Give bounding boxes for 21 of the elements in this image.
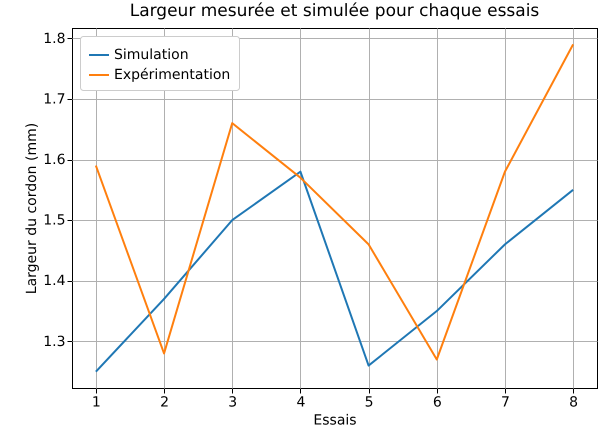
y-tick-label: 1.7 bbox=[43, 91, 66, 108]
legend-label: Simulation bbox=[114, 47, 189, 63]
legend-label: Expérimentation bbox=[114, 67, 230, 83]
y-axis-title: Largeur du cordon (mm) bbox=[24, 122, 40, 294]
x-tick-label: 2 bbox=[160, 394, 170, 410]
y-tick-label: 1.3 bbox=[43, 334, 66, 350]
y-tick-label: 1.5 bbox=[43, 212, 66, 229]
line-series bbox=[94, 170, 574, 373]
x-tick-label: 8 bbox=[569, 394, 578, 410]
y-tick-label: 1.4 bbox=[43, 273, 66, 290]
chart-title: Largeur mesurée et simulée pour chaque essais bbox=[130, 1, 540, 21]
x-tick-label: 1 bbox=[92, 394, 101, 410]
y-tick-label: 1.8 bbox=[43, 30, 66, 47]
x-tick-label: 4 bbox=[296, 394, 306, 410]
x-tick-label: 6 bbox=[432, 394, 442, 410]
line-series bbox=[94, 43, 574, 361]
y-tick-label: 1.6 bbox=[43, 152, 66, 168]
x-tick-label: 5 bbox=[364, 394, 374, 410]
x-tick-label: 3 bbox=[228, 394, 238, 410]
x-axis-title: Essais bbox=[313, 412, 357, 428]
x-tick-label: 7 bbox=[500, 394, 510, 410]
